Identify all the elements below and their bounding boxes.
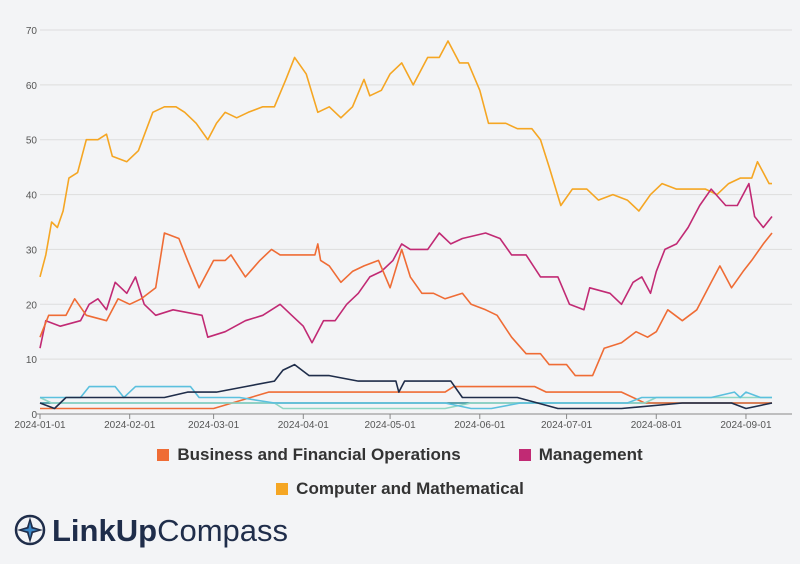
- linkup-compass-logo: LinkUpCompass: [14, 514, 288, 546]
- series-line-1: [39, 182, 773, 349]
- line-chart: 0 10 20 30 40 50 60 70 2024-01-01 2024-02-01 2024-…: [14, 26, 792, 431]
- x-tick-label-2024-05-01: 2024-05-01: [365, 420, 417, 431]
- series-line-6: [40, 385, 772, 410]
- series-line-2: [39, 40, 772, 278]
- series-line-0: [39, 232, 773, 377]
- legend-row-2: Computer and Mathematical: [0, 479, 800, 499]
- x-tick-label-2024-04-01: 2024-04-01: [278, 420, 330, 431]
- x-tick-label-2024-07-01: 2024-07-01: [541, 420, 593, 431]
- x-tick-label-2024-09-01: 2024-09-01: [720, 420, 772, 431]
- series-layer: [39, 40, 773, 410]
- legend-swatch-computer: [276, 483, 289, 495]
- x-tick-label-2024-06-01: 2024-06-01: [454, 420, 506, 431]
- legend-row-1: Business and Financial Operations Manage…: [0, 445, 800, 465]
- legend-label-computer: Computer and Mathematical: [296, 479, 524, 498]
- legend-label-management: Management: [538, 445, 643, 464]
- y-tick-label-50: 50: [26, 136, 38, 147]
- y-tick-label-60: 60: [26, 81, 38, 92]
- x-tick-label-2024-08-01: 2024-08-01: [631, 420, 683, 431]
- legend-item-management[interactable]: Management: [518, 445, 643, 465]
- axis-layer: 0 10 20 30 40 50 60 70 2024-01-01 2024-02-01 2024-…: [14, 26, 792, 431]
- y-tick-label-20: 20: [26, 300, 38, 311]
- legend-item-computer[interactable]: Computer and Mathematical: [276, 479, 524, 499]
- logo-bold: LinkUp: [52, 512, 158, 548]
- series-line-3: [39, 363, 773, 410]
- legend-label-business: Business and Financial Operations: [177, 445, 461, 464]
- series-line-4: [40, 385, 772, 410]
- y-tick-label-0: 0: [31, 410, 37, 421]
- compass-star-icon: [14, 514, 46, 546]
- y-tick-label-30: 30: [26, 245, 38, 256]
- series-line-5: [39, 396, 772, 410]
- y-tick-label-70: 70: [26, 26, 38, 37]
- legend-item-business[interactable]: Business and Financial Operations: [157, 445, 461, 465]
- x-tick-label-2024-01-01: 2024-01-01: [14, 420, 66, 431]
- logo-wordmark: LinkUpCompass: [52, 515, 288, 546]
- x-tick-label-2024-02-01: 2024-02-01: [104, 420, 156, 431]
- logo-light: Compass: [157, 512, 288, 548]
- y-tick-label-10: 10: [26, 355, 38, 366]
- legend-swatch-management: [518, 449, 531, 461]
- x-tick-label-2024-03-01: 2024-03-01: [188, 420, 240, 431]
- legend-swatch-business: [157, 449, 170, 461]
- y-tick-label-40: 40: [26, 191, 38, 202]
